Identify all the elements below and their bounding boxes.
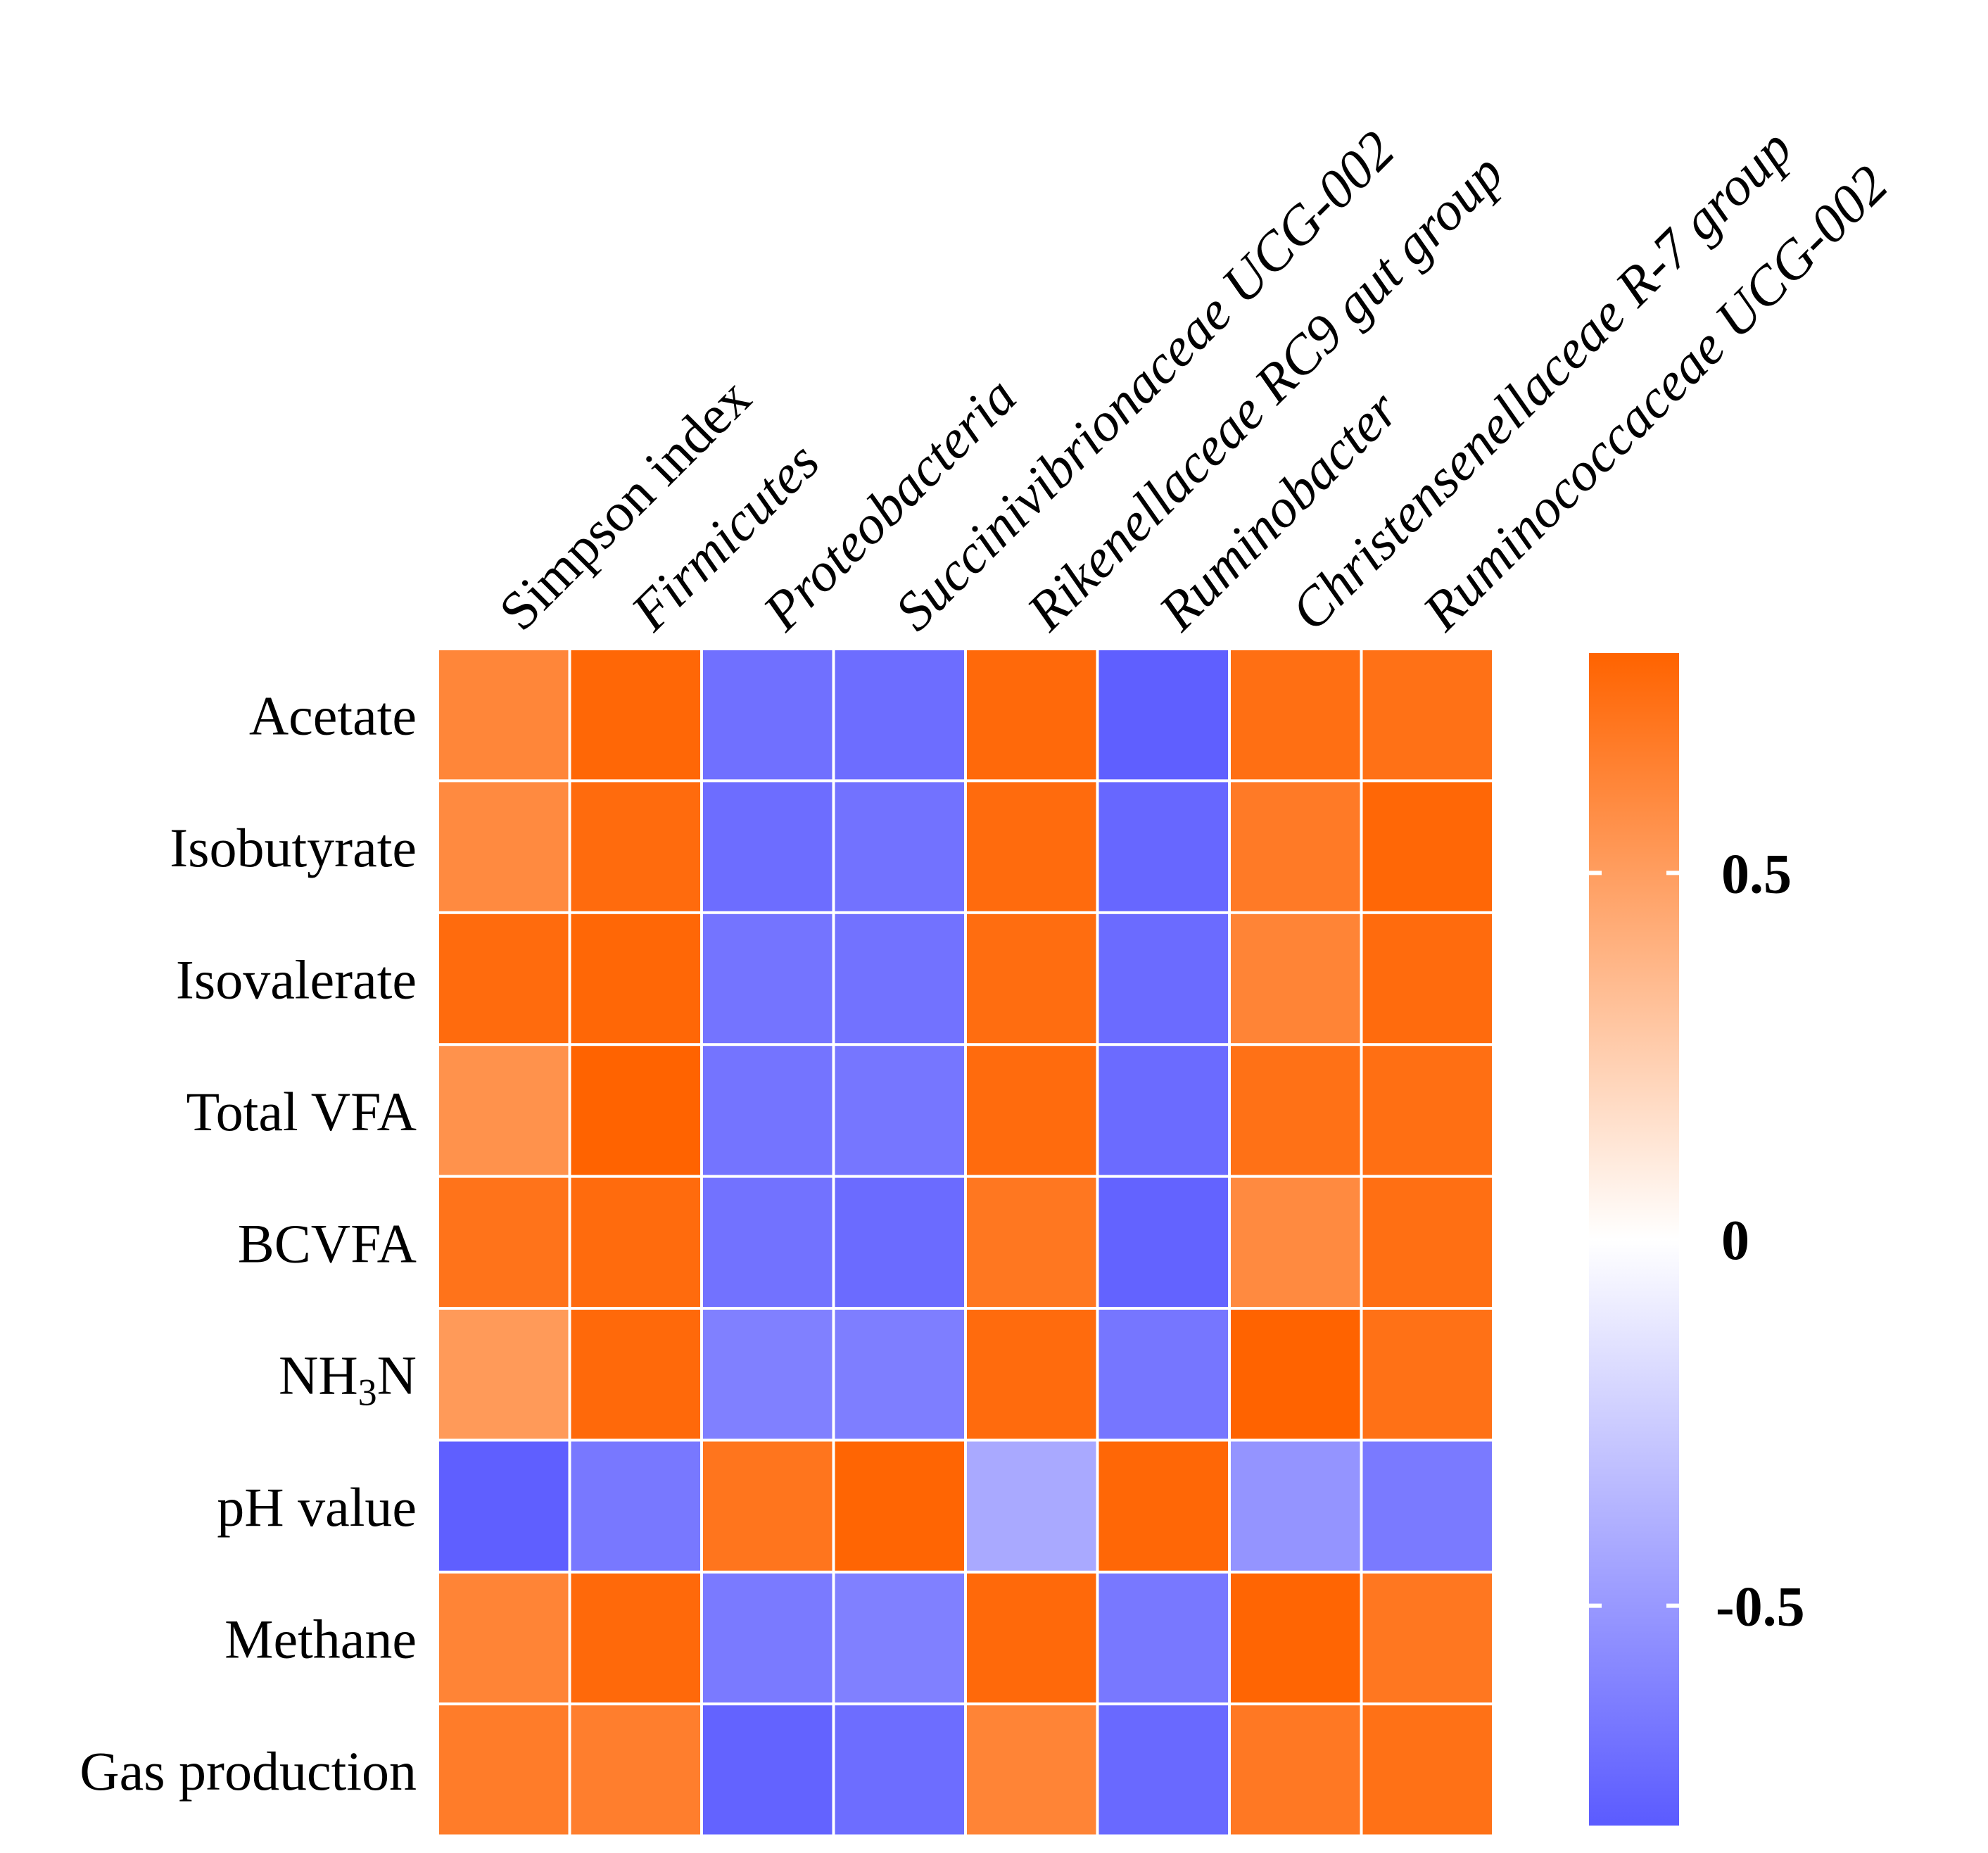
heatmap-cell: [1231, 1573, 1360, 1703]
heatmap-cell: [967, 1441, 1096, 1571]
heatmap-cell: [1362, 1705, 1492, 1835]
heatmap-cell: [1362, 1441, 1492, 1571]
heatmap-cell: [835, 1046, 964, 1175]
colorbar-ticks: 0.5 0 -0.5: [1589, 843, 1805, 1638]
row-label: pH value: [217, 1476, 417, 1538]
heatmap-cell: [1362, 1310, 1492, 1439]
heatmap-cell: [571, 1177, 700, 1307]
heatmap-cell: [439, 782, 569, 911]
heatmap-cell: [1099, 1046, 1228, 1175]
heatmap-cell: [835, 913, 964, 1044]
heatmap-cell: [703, 1310, 832, 1439]
heatmap-cell: [835, 1177, 964, 1307]
heatmap-cell: [571, 1441, 700, 1571]
heatmap-cell: [1231, 1046, 1360, 1175]
heatmap-cell: [703, 1046, 832, 1175]
heatmap-cell: [967, 782, 1096, 911]
colorbar: 0.5 0 -0.5: [1589, 653, 1805, 1826]
heatmap-cell: [1362, 650, 1492, 780]
heatmap-cell: [1099, 1573, 1228, 1703]
colorbar-tick-label: 0.5: [1721, 843, 1792, 905]
row-label: Isovalerate: [176, 949, 417, 1011]
heatmap-cell: [1362, 1573, 1492, 1703]
heatmap-cell: [703, 1705, 832, 1835]
heatmap-cell: [703, 1177, 832, 1307]
heatmap-cell: [703, 782, 832, 911]
heatmap-cell: [835, 1441, 964, 1571]
heatmap-cell: [439, 913, 569, 1044]
heatmap-cell: [1362, 782, 1492, 911]
heatmap-cell: [703, 650, 832, 780]
heatmap-cell: [571, 782, 700, 911]
heatmap-cell: [703, 1573, 832, 1703]
heatmap-cell: [439, 650, 569, 780]
heatmap-cell: [1099, 782, 1228, 911]
colorbar-tick-label: -0.5: [1716, 1576, 1805, 1638]
row-labels: Acetate Isobutyrate Isovalerate Total VFA BC…: [80, 685, 417, 1802]
heatmap-cell: [1362, 1046, 1492, 1175]
heatmap-cell: [439, 1705, 569, 1835]
heatmap-cell: [1231, 1310, 1360, 1439]
heatmap-cell: [1099, 1705, 1228, 1835]
row-label: Acetate: [249, 685, 417, 747]
row-label: Methane: [224, 1609, 417, 1670]
row-label: Total VFA: [186, 1081, 417, 1142]
heatmap-cell: [703, 913, 832, 1044]
heatmap-cell: [835, 782, 964, 911]
heatmap-cell: [1099, 1310, 1228, 1439]
heatmap-cell: [835, 1573, 964, 1703]
heatmap-cell: [1231, 1705, 1360, 1835]
heatmap-cell: [967, 1046, 1096, 1175]
heatmap-cell: [439, 1310, 569, 1439]
heatmap-cell: [1099, 1441, 1228, 1571]
heatmap-cell: [835, 1705, 964, 1835]
heatmap-cell: [967, 1310, 1096, 1439]
heatmap-cell: [571, 1310, 700, 1439]
colorbar-gradient-bar: [1589, 653, 1679, 1826]
heatmap-cell: [967, 1705, 1096, 1835]
heatmap-cell: [1362, 913, 1492, 1044]
heatmap-cell: [571, 1046, 700, 1175]
heatmap-cell: [967, 913, 1096, 1044]
heatmap-cells: [439, 650, 1492, 1835]
heatmap-cell: [571, 913, 700, 1044]
row-label: BCVFA: [238, 1213, 417, 1274]
heatmap-cell: [1231, 650, 1360, 780]
heatmap-cell: [1362, 1177, 1492, 1307]
heatmap-cell: [835, 650, 964, 780]
row-label: NH3N: [279, 1345, 417, 1414]
heatmap-cell: [439, 1441, 569, 1571]
heatmap-cell: [439, 1573, 569, 1703]
heatmap-cell: [439, 1046, 569, 1175]
heatmap-cell: [703, 1441, 832, 1571]
colorbar-tick-label: 0: [1721, 1210, 1749, 1272]
column-labels: Simpson indexFirmicutesProteobacteriaSuc…: [487, 117, 1899, 642]
heatmap-cell: [967, 650, 1096, 780]
heatmap-cell: [967, 1573, 1096, 1703]
row-label: Isobutyrate: [170, 817, 417, 878]
heatmap-cell: [1231, 1441, 1360, 1571]
row-label: Gas production: [80, 1740, 417, 1802]
heatmap-cell: [571, 1705, 700, 1835]
heatmap-cell: [1099, 650, 1228, 780]
heatmap-cell: [1099, 1177, 1228, 1307]
heatmap-cell: [571, 650, 700, 780]
heatmap-cell: [1231, 913, 1360, 1044]
heatmap-cell: [1231, 782, 1360, 911]
heatmap-cell: [571, 1573, 700, 1703]
heatmap-cell: [1231, 1177, 1360, 1307]
heatmap-cell: [835, 1310, 964, 1439]
heatmap-cell: [967, 1177, 1096, 1307]
heatmap-cell: [1099, 913, 1228, 1044]
heatmap-cell: [439, 1177, 569, 1307]
